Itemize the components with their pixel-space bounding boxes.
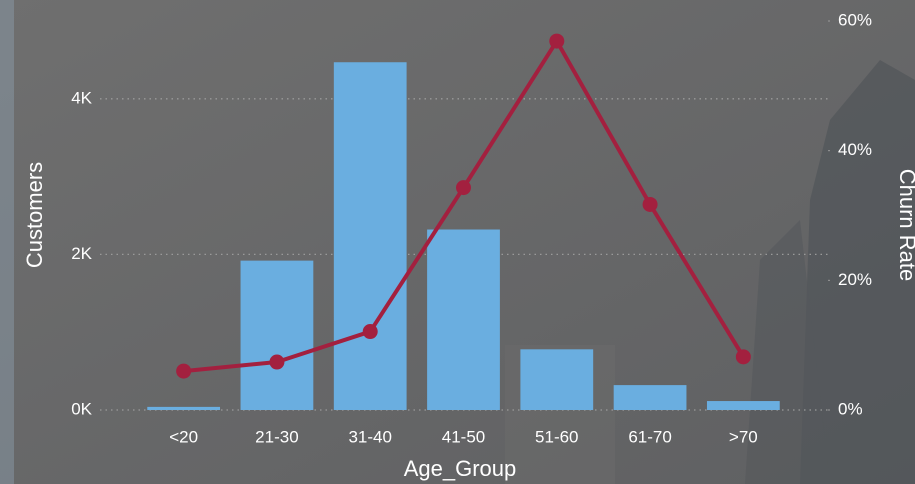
line-point: [269, 354, 285, 370]
y2-axis-title: Churn Rate: [895, 169, 915, 282]
x-tick-label: 21-30: [255, 427, 298, 446]
bar: [706, 401, 780, 410]
line-point: [735, 349, 751, 365]
y-axis-title: Customers: [22, 162, 47, 268]
y-tick-label: 0K: [71, 399, 92, 418]
y-tick-label: 2K: [71, 244, 92, 263]
background-building: [0, 0, 14, 484]
x-tick-label: 61-70: [628, 427, 671, 446]
y2-tick-label: 0%: [838, 399, 863, 418]
bar: [520, 349, 594, 410]
bar: [240, 260, 314, 410]
bar: [333, 62, 407, 410]
bar: [147, 406, 221, 410]
line-point: [176, 363, 192, 379]
y-tick-label: 4K: [71, 88, 92, 107]
line-point: [642, 196, 658, 212]
bar: [427, 229, 500, 410]
y2-tick-label: 20%: [838, 270, 872, 289]
x-tick-label: <20: [169, 427, 198, 446]
x-tick-label: 41-50: [442, 427, 485, 446]
line-point: [549, 33, 565, 49]
bar: [613, 385, 687, 410]
line-point: [456, 180, 471, 196]
x-tick-label: 51-60: [535, 427, 578, 446]
x-axis-title: Age_Group: [404, 456, 517, 481]
x-tick-label: 31-40: [348, 427, 391, 446]
y2-tick-label: 40%: [838, 140, 872, 159]
y2-tick-label: 60%: [838, 10, 872, 29]
line-point: [362, 324, 378, 340]
background-building: [745, 220, 830, 484]
x-tick-label: >70: [729, 427, 758, 446]
background-building: [800, 60, 915, 484]
